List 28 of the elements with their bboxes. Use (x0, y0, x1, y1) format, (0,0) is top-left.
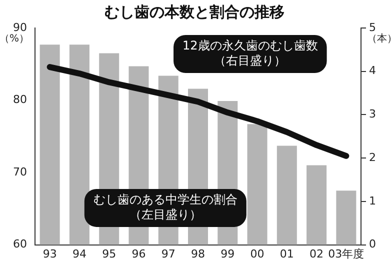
chart-title: むし歯の本数と割合の推移 (104, 2, 284, 21)
x-tick-label: 93 (42, 247, 57, 260)
y-axis-title: （%） (0, 34, 29, 45)
y-tick-label: 80 (12, 93, 27, 106)
y2-tick-label: 0 (369, 238, 376, 251)
annotation: （右目盛り） (214, 54, 286, 68)
y2-tick-label: 3 (369, 108, 376, 121)
annotation: （左目盛り） (129, 208, 202, 222)
x-tick-label: 96 (132, 247, 146, 260)
y-tick-label: 90 (12, 20, 27, 34)
x-tick-label: 01 (280, 247, 294, 260)
y2-tick-label: 2 (369, 150, 376, 164)
y2-tick-label: 5 (369, 20, 376, 34)
x-tick-label: 94 (72, 247, 86, 260)
annotation: 12歳の永久歯のむし歯数 (182, 38, 318, 53)
annotation: むし歯のある中学生の割合 (93, 192, 238, 207)
y-tick-label: 60 (12, 238, 27, 251)
x-tick-label: 98 (191, 247, 205, 260)
x-tick-label: 03年度 (328, 247, 364, 260)
x-tick-label: 95 (102, 247, 116, 260)
x-tick-label: 02 (310, 247, 324, 260)
y2-tick-label: 1 (369, 194, 376, 208)
y2-tick-label: 4 (369, 64, 376, 78)
x-tick-label: 99 (220, 247, 235, 260)
y2-axis-title: （本） (367, 32, 391, 45)
y-tick-label: 70 (12, 165, 27, 178)
x-tick-label: 00 (250, 247, 264, 260)
x-tick-label: 97 (161, 247, 176, 260)
